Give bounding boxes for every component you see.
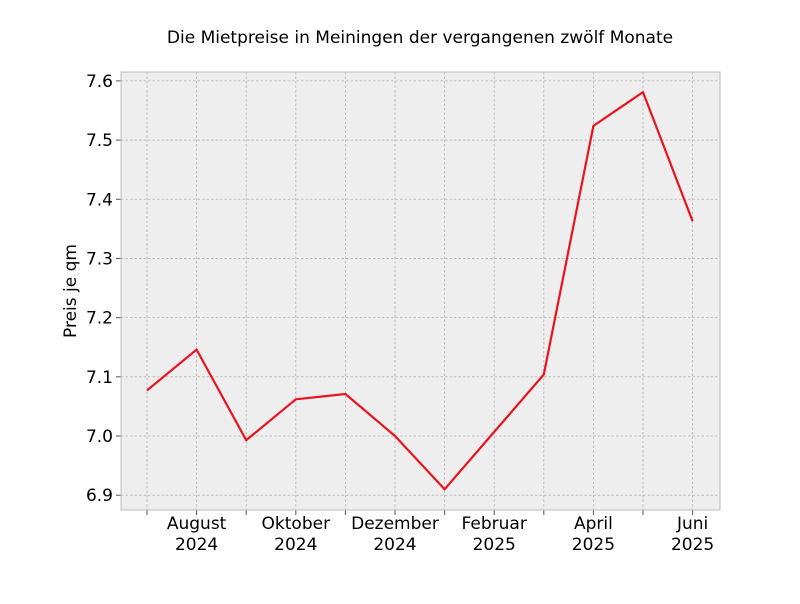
x-tick-label-month: April [574,514,613,534]
x-tick-label-year: 2024 [274,535,317,555]
x-tick-label-year: 2025 [572,535,615,555]
series-layer [146,90,694,491]
x-tick-label-year: 2025 [671,535,714,555]
y-tick-label: 7.3 [86,249,113,269]
grid-layer [121,72,720,510]
y-tick-label: 6.9 [86,486,113,506]
x-tick-label-month: Februar [462,514,527,534]
plot-frame [120,71,721,511]
y-tick-label: 7.0 [86,427,113,447]
x-tick-label-year: 2024 [373,535,416,555]
x-tick-label-month: Dezember [351,514,439,534]
y-tick-label: 7.2 [86,309,113,329]
x-tick-label-year: 2025 [473,535,516,555]
plot-area [121,72,720,510]
series-line [146,90,694,491]
tick-layer: 6.97.07.17.27.37.47.57.6August2024Oktobe… [86,72,714,555]
y-tick-label: 7.6 [86,72,113,92]
y-axis-label: Preis je qm [61,244,81,338]
x-tick-label-month: August [167,514,227,534]
y-tick-label: 7.5 [86,131,113,151]
x-tick-label-month: Oktober [262,514,331,534]
x-tick-label-month: Juni [676,514,708,534]
chart-title: Die Mietpreise in Meiningen der vergange… [167,28,673,48]
y-tick-label: 7.4 [86,190,113,210]
x-tick-label-year: 2024 [175,535,218,555]
y-tick-label: 7.1 [86,368,113,388]
